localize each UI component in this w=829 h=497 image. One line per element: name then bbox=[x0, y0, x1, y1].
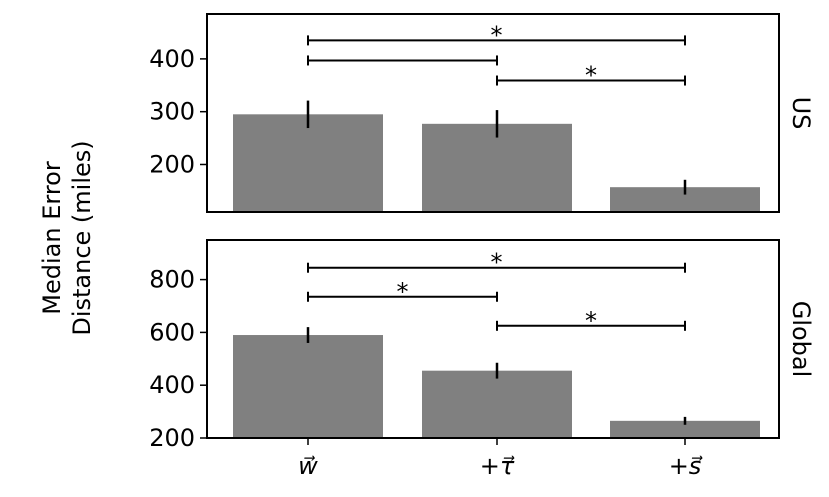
y-tick-label: 600 bbox=[149, 318, 195, 346]
significance-bracket-us-2: * bbox=[496, 62, 686, 90]
panel-frame-us bbox=[206, 13, 780, 213]
bar-us-0 bbox=[233, 114, 383, 212]
y-tick-label: 300 bbox=[149, 98, 195, 126]
facet-label-us: US bbox=[787, 97, 815, 130]
y-axis-title-line-2: Distance (miles) bbox=[68, 140, 96, 335]
bar-global-0 bbox=[233, 335, 383, 438]
bar-global-1 bbox=[422, 370, 572, 438]
y-tick-label: 200 bbox=[149, 150, 195, 178]
x-tick-label: +s⃗ bbox=[669, 452, 704, 480]
panel-frame-global bbox=[206, 239, 780, 439]
y-tick-label: 800 bbox=[149, 266, 195, 294]
x-tick-label: +τ⃗ bbox=[480, 452, 515, 480]
significance-bracket-global-1: * bbox=[307, 278, 498, 306]
y-axis-title-line-1: Median Error bbox=[38, 161, 66, 315]
significance-star: * bbox=[397, 278, 409, 306]
y-axis-title: Median Error Distance (miles) bbox=[38, 140, 96, 335]
y-tick-label: 400 bbox=[149, 371, 195, 399]
significance-bracket-us-1 bbox=[307, 55, 498, 66]
bar-us-1 bbox=[422, 123, 572, 212]
significance-star: * bbox=[585, 307, 597, 335]
significance-star: * bbox=[585, 62, 597, 90]
significance-bracket-global-2: * bbox=[496, 307, 686, 335]
x-tick-label: w⃗ bbox=[298, 452, 318, 480]
significance-bracket-us-0: * bbox=[307, 21, 686, 49]
bar-global-2 bbox=[610, 420, 760, 438]
significance-star: * bbox=[491, 21, 503, 49]
y-tick-label: 200 bbox=[149, 424, 195, 452]
panel-global: 200 400 600 800 * * * Global bbox=[149, 239, 815, 452]
significance-star: * bbox=[491, 249, 503, 277]
significance-bracket-global-0: * bbox=[307, 249, 686, 277]
facet-label-global: Global bbox=[787, 301, 815, 378]
y-tick-label: 400 bbox=[149, 45, 195, 73]
panel-us: 200 300 400 * * US bbox=[149, 13, 815, 213]
